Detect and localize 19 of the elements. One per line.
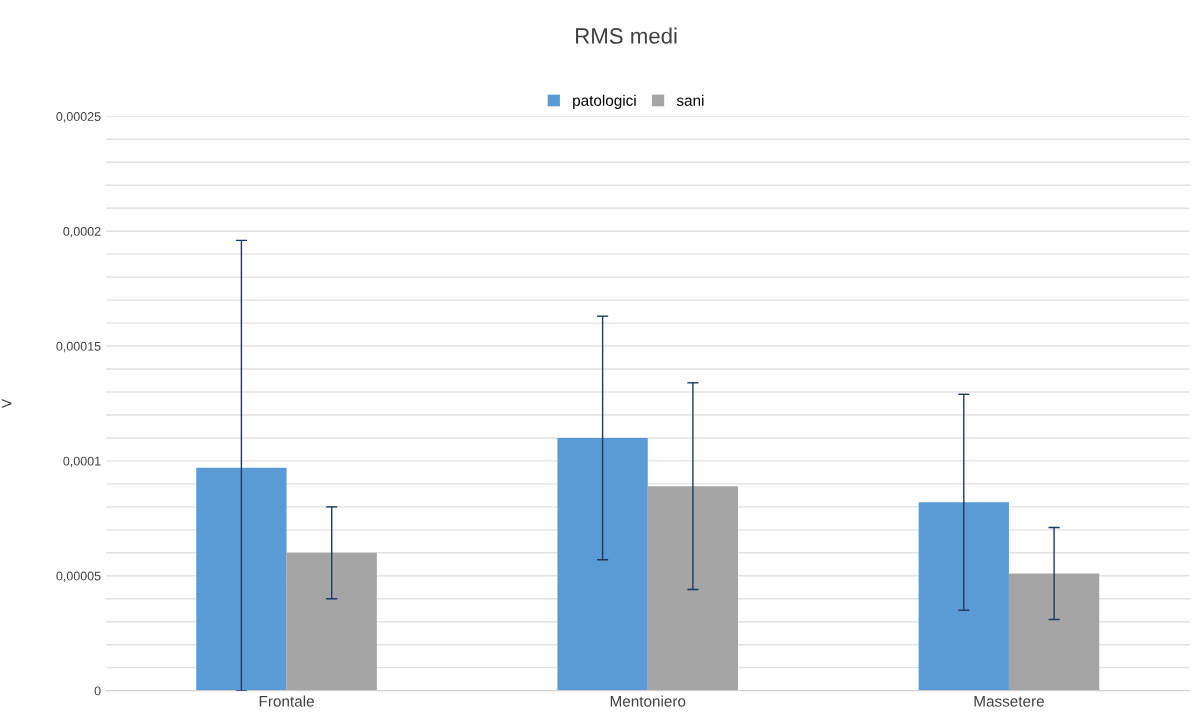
bar [647, 486, 739, 691]
bar [557, 437, 648, 691]
bar [918, 502, 1009, 691]
bar [286, 552, 377, 691]
x-tick-label: Frontale [259, 695, 314, 707]
chart-title: RMS medi [576, 27, 677, 44]
y-tick-label: 0,00005 [56, 571, 101, 582]
legend-label: sani [676, 94, 704, 106]
legend-label: patologici [573, 94, 636, 109]
y-tick-label: 0,0002 [63, 226, 101, 238]
bar [1008, 573, 1100, 691]
y-tick-label: 0 [94, 686, 101, 696]
x-tick-label: Massetere [974, 696, 1044, 707]
y-tick-label: 0,0001 [63, 456, 101, 468]
bar [196, 467, 287, 691]
y-axis-title: V [1, 398, 12, 409]
y-tick-label: 0,00025 [56, 112, 101, 123]
x-tick-label: Mentoniero [610, 695, 686, 707]
y-tick-label: 0,00015 [56, 341, 101, 353]
